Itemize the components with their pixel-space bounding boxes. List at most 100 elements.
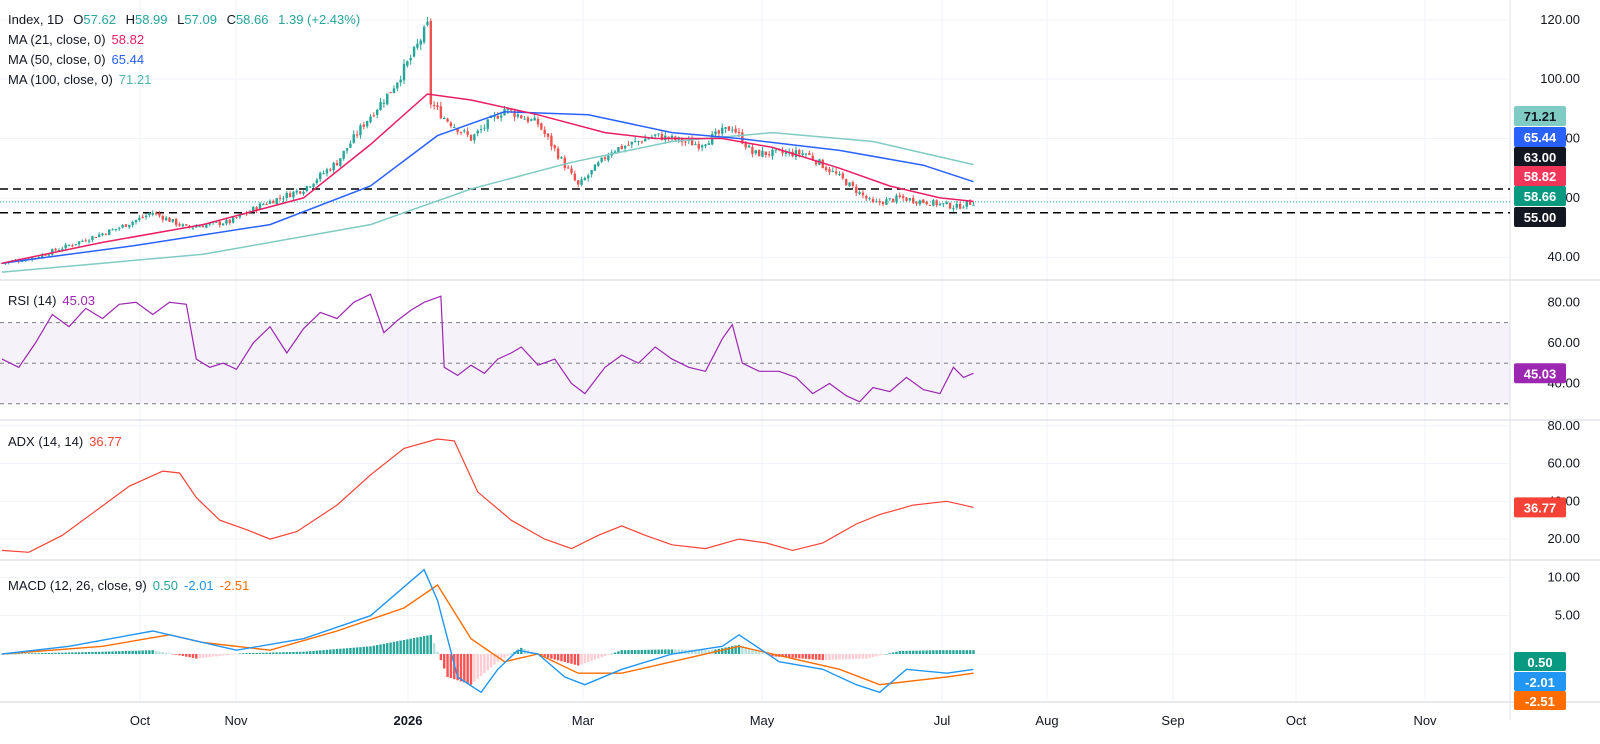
candle-body xyxy=(958,203,962,209)
macd-histogram-bar xyxy=(201,654,205,658)
macd-badge-label: 0.50 xyxy=(1527,655,1552,670)
macd-histogram-bar xyxy=(664,649,667,654)
price-tick-label: 120.00 xyxy=(1540,12,1580,27)
candle-body xyxy=(164,217,168,221)
candle-body xyxy=(64,244,67,249)
candle-body xyxy=(955,203,958,208)
candle-body xyxy=(915,202,918,204)
candle-body xyxy=(808,153,811,155)
macd-histogram-bar xyxy=(131,650,134,654)
macd-histogram-bar xyxy=(476,654,479,679)
adx-panel[interactable] xyxy=(1,438,974,553)
candle-body xyxy=(124,224,128,227)
macd-histogram-bar xyxy=(550,654,553,659)
candle-body xyxy=(486,119,489,129)
price-badge xyxy=(1514,186,1566,206)
macd-histogram-bar xyxy=(845,654,848,660)
price-badge-label: 58.66 xyxy=(1524,189,1557,204)
candle-body xyxy=(419,40,422,45)
macd-histogram-bar xyxy=(71,652,74,654)
macd-histogram-bar xyxy=(781,654,784,658)
macd-histogram-bar xyxy=(875,654,878,657)
candle-body xyxy=(721,127,724,134)
candle-body xyxy=(288,193,292,198)
rsi-panel[interactable] xyxy=(0,293,1510,405)
candle-body xyxy=(670,135,674,139)
candle-body xyxy=(315,179,319,184)
macd-histogram-bar xyxy=(690,649,694,654)
candle-body xyxy=(339,158,342,166)
macd-histogram-bar xyxy=(556,654,560,661)
adx-value: 36.77 xyxy=(89,434,122,449)
candle-body xyxy=(637,141,640,143)
candle-body xyxy=(540,123,543,130)
time-tick-label: Oct xyxy=(130,713,151,728)
macd-histogram-bar xyxy=(958,650,962,654)
candle-body xyxy=(613,151,617,154)
macd-histogram-bar xyxy=(332,649,335,654)
candle-body xyxy=(848,182,851,187)
macd-badge xyxy=(1514,672,1566,691)
time-tick-label: May xyxy=(750,713,775,728)
rsi-badge-label: 45.03 xyxy=(1524,366,1557,381)
macd-histogram-bar xyxy=(248,653,252,654)
candle-body xyxy=(767,154,771,156)
candle-body xyxy=(556,148,560,159)
macd-histogram-bar xyxy=(292,651,295,654)
macd-histogram-bar xyxy=(697,649,700,654)
candle-body xyxy=(891,198,895,202)
candle-body xyxy=(968,201,972,205)
candle-body xyxy=(536,118,540,125)
axes: 40.00 60.00 80.00 100.00 120.00 71.21 65.44 63.… xyxy=(130,12,1580,728)
candle-body xyxy=(379,101,382,111)
macd-histogram-bar xyxy=(352,647,355,654)
candle-body xyxy=(436,105,439,108)
macd-histogram-bar xyxy=(151,650,154,654)
macd-histogram-bar xyxy=(345,648,349,654)
macd-histogram-bar xyxy=(262,652,265,654)
candle-body xyxy=(912,197,915,203)
macd-histogram-bar xyxy=(912,650,915,654)
candle-body xyxy=(453,126,456,128)
macd-histogram-bar xyxy=(101,651,104,654)
macd-histogram-bar xyxy=(372,645,376,654)
candle-body xyxy=(821,159,824,169)
macd-histogram-bar xyxy=(674,649,677,654)
candle-body xyxy=(600,157,603,162)
candle-body xyxy=(476,130,479,134)
candle-body xyxy=(272,200,275,204)
macd-badge-label: -2.01 xyxy=(1525,675,1555,690)
price-badge-label: 71.21 xyxy=(1524,109,1557,124)
candle-body xyxy=(94,236,97,238)
candle-body xyxy=(298,191,302,194)
macd-histogram-bar xyxy=(570,654,573,664)
macd-histogram-bar xyxy=(771,654,774,657)
candle-body xyxy=(292,191,295,198)
candle-body xyxy=(603,157,607,160)
macd-histogram-bar xyxy=(141,650,144,654)
macd-histogram-bar xyxy=(409,638,412,654)
candle-body xyxy=(700,145,704,148)
macd-histogram-bar xyxy=(834,654,838,660)
candle-body xyxy=(396,82,399,89)
ma50-line xyxy=(1,111,974,264)
macd-panel[interactable] xyxy=(0,568,975,694)
macd-histogram-bar xyxy=(51,652,54,654)
macd-histogram-bar xyxy=(168,653,171,654)
macd-histogram-bar xyxy=(386,643,389,654)
candle-body xyxy=(741,132,744,144)
rsi-label: RSI (14) xyxy=(8,293,56,308)
macd-histogram-bar xyxy=(198,654,201,659)
candle-body xyxy=(265,204,268,206)
high-label: H xyxy=(126,12,135,27)
macd-histogram-bar xyxy=(627,650,630,654)
timeframe-label: 1D xyxy=(47,12,64,27)
candle-body xyxy=(865,196,868,199)
candle-body xyxy=(831,170,834,172)
candle-body xyxy=(942,203,945,205)
candle-body xyxy=(657,133,660,135)
macd-histogram-bar xyxy=(560,654,563,662)
adx-badge-label: 36.77 xyxy=(1524,500,1557,515)
macd-histogram-bar xyxy=(962,650,965,654)
price-panel[interactable] xyxy=(0,16,1510,273)
